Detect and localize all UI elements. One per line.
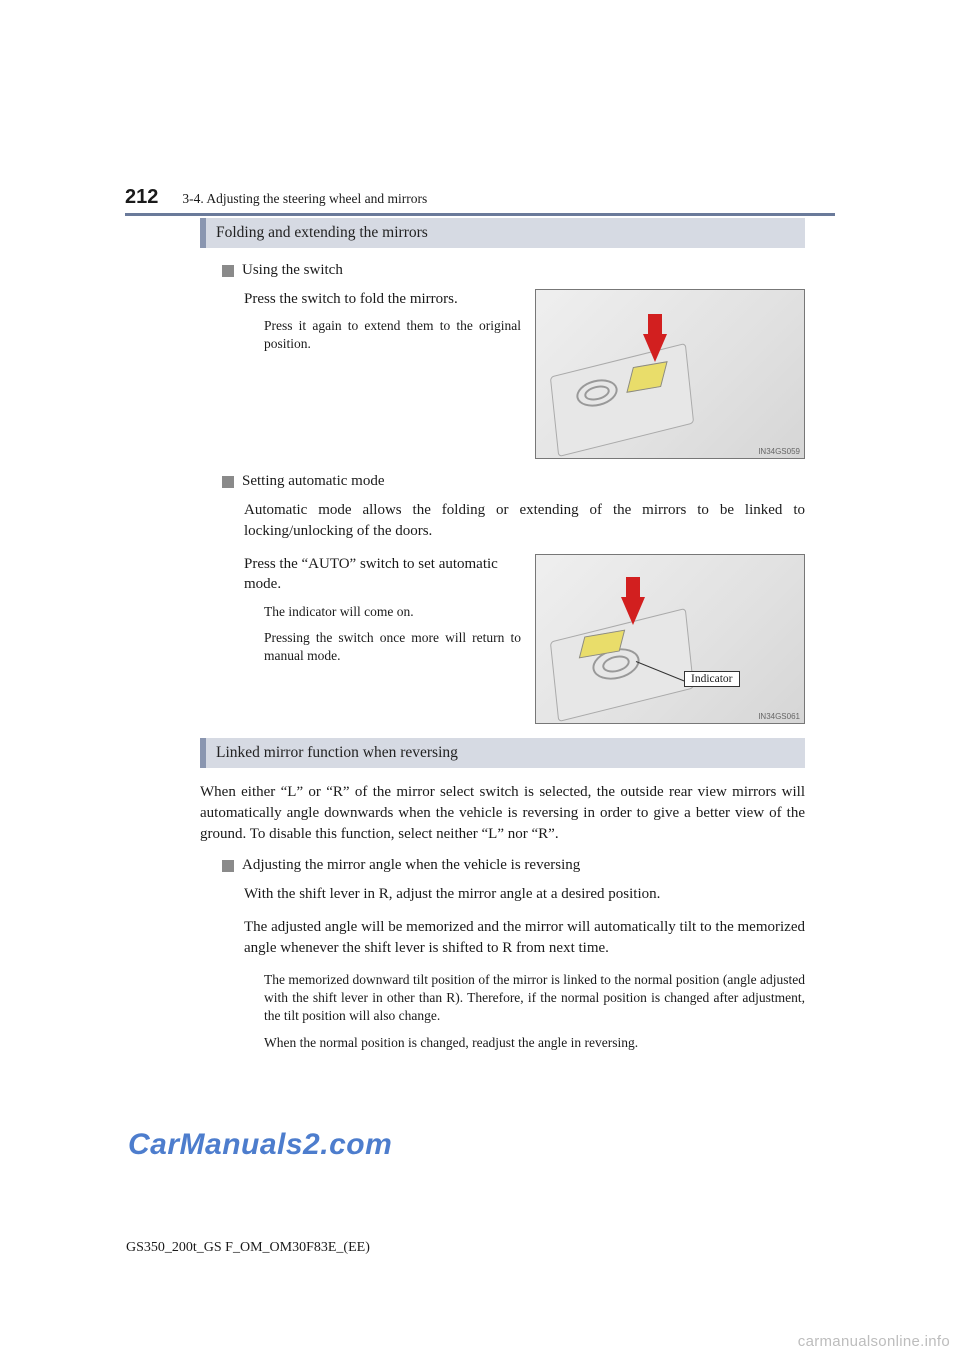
- text-column: Press the switch to fold the mirrors. Pr…: [244, 289, 521, 459]
- section-path: 3-4. Adjusting the steering wheel and mi…: [182, 191, 427, 207]
- content-row-auto-mode: Press the “AUTO” switch to set automatic…: [244, 554, 805, 724]
- note-text: The indicator will come on.: [264, 603, 521, 621]
- square-bullet-icon: [222, 476, 234, 488]
- body-text: When either “L” or “R” of the mirror sel…: [200, 782, 805, 845]
- page-header: 212 3-4. Adjusting the steering wheel an…: [125, 186, 835, 216]
- manual-page: 212 3-4. Adjusting the steering wheel an…: [0, 0, 960, 1358]
- indicator-label: Indicator: [684, 671, 740, 687]
- figure-code: IN34GS061: [758, 712, 800, 721]
- subheading-label: Setting automatic mode: [242, 473, 384, 490]
- square-bullet-icon: [222, 860, 234, 872]
- section-title-folding: Folding and extending the mirrors: [200, 218, 805, 248]
- document-code: GS350_200t_GS F_OM_OM30F83E_(EE): [126, 1240, 370, 1256]
- watermark-brand: CarManuals2.com: [128, 1128, 392, 1162]
- subheading-label: Using the switch: [242, 262, 343, 279]
- body-text: The adjusted angle will be memorized and…: [244, 917, 805, 959]
- body-text: Press the “AUTO” switch to set automatic…: [244, 554, 521, 595]
- note-text: The memorized downward tilt position of …: [264, 971, 805, 1026]
- figure-auto-mode: Indicator IN34GS061: [535, 554, 805, 724]
- body-text: Press the switch to fold the mirrors.: [244, 289, 521, 309]
- body-text: Automatic mode allows the folding or ext…: [244, 500, 805, 542]
- content-row-using-switch: Press the switch to fold the mirrors. Pr…: [244, 289, 805, 459]
- figure-fold-switch: IN34GS059: [535, 289, 805, 459]
- note-text: Press it again to extend them to the ori…: [264, 317, 521, 353]
- watermark-site: carmanualsonline.info: [798, 1333, 950, 1350]
- body-text: With the shift lever in R, adjust the mi…: [244, 884, 805, 905]
- subheading-using-switch: Using the switch: [222, 262, 805, 279]
- square-bullet-icon: [222, 265, 234, 277]
- subheading-label: Adjusting the mirror angle when the vehi…: [242, 857, 580, 874]
- note-text: Pressing the switch once more will retur…: [264, 629, 521, 665]
- text-column: Press the “AUTO” switch to set automatic…: [244, 554, 521, 724]
- section-title-linked: Linked mirror function when reversing: [200, 738, 805, 768]
- subheading-auto-mode: Setting automatic mode: [222, 473, 805, 490]
- page-content: Folding and extending the mirrors Using …: [200, 218, 805, 1060]
- note-text: When the normal position is changed, rea…: [264, 1034, 805, 1052]
- figure-code: IN34GS059: [758, 447, 800, 456]
- page-number: 212: [125, 186, 158, 209]
- subheading-adjusting: Adjusting the mirror angle when the vehi…: [222, 857, 805, 874]
